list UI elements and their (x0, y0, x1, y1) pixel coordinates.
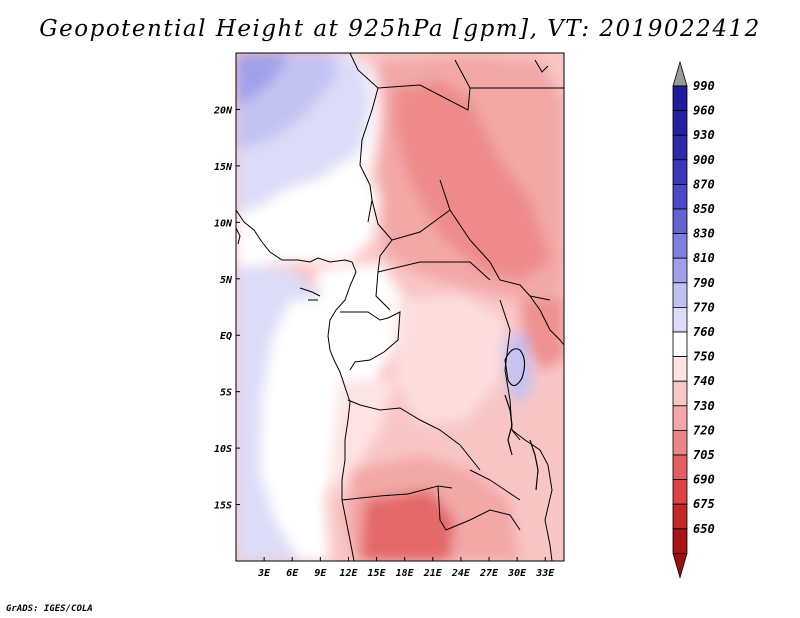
colorbar-label: 810 (693, 251, 715, 265)
colorbar-label: 705 (693, 448, 715, 462)
lon-tick-label: 3E (257, 568, 271, 579)
colorbar-label: 770 (693, 300, 715, 314)
colorbar-label: 990 (693, 79, 715, 93)
colorbar-box (672, 528, 688, 554)
lon-tick-label: 27E (479, 568, 499, 579)
colorbar-box (672, 306, 688, 333)
nile-delta-outline (534, 59, 549, 73)
colorbar: 990 960 930 900 870 850 830 810 790 770 760 750 740 7… (672, 60, 715, 579)
colorbar-label: 790 (693, 276, 715, 290)
colorbar-labels: 990 960 930 900 870 850 830 810 790 770 760 750 740 7… (693, 79, 715, 536)
lat-tick-label: 5N (220, 275, 233, 286)
uganda-kenya-border (529, 295, 564, 346)
bioko-outline (299, 287, 321, 301)
mozambique-border (511, 429, 553, 561)
colorbar-box (672, 110, 688, 136)
colorbar-label: 675 (693, 497, 715, 511)
colorbar-label: 830 (693, 227, 715, 241)
lon-tick-label: 33E (535, 568, 555, 579)
colorbar-label: 690 (693, 473, 715, 487)
chad-sudan-low (395, 80, 550, 280)
northwest-deep-blue (236, 53, 290, 105)
colorbar-label: 850 (693, 202, 715, 216)
lon-tick-label: 15E (368, 568, 387, 579)
colorbar-box (672, 356, 688, 382)
west-coast-fragment (236, 227, 241, 245)
colorbar-box (672, 429, 688, 456)
lon-tick-label: 24E (451, 568, 471, 579)
coastlines-and-borders (236, 53, 564, 561)
colorbar-label: 650 (693, 522, 715, 536)
colorbar-box (672, 503, 688, 530)
angola-namibia-border (341, 485, 453, 501)
colorbar-label: 930 (693, 128, 715, 142)
gulf-white (315, 262, 405, 395)
colorbar-label: 750 (693, 350, 715, 364)
colorbar-label: 720 (693, 423, 715, 437)
colorbar-box (672, 454, 688, 481)
colorbar-bottom-arrow (672, 553, 688, 579)
colorbar-label: 760 (693, 325, 715, 339)
colorbar-label: 740 (693, 374, 715, 388)
african-coastline (236, 209, 357, 561)
lon-tick-label: 18E (396, 568, 415, 579)
niger-mali-border (349, 53, 379, 223)
colorbar-label: 960 (693, 104, 715, 118)
gabon-congo-border (340, 311, 401, 371)
lat-tick-label: 10N (214, 218, 233, 229)
colorbar-box (672, 331, 688, 358)
colorbar-box (672, 183, 688, 210)
east-africa-low (520, 295, 564, 370)
lake-victoria-outline (504, 348, 526, 387)
colorbar-box (672, 134, 688, 161)
colorbar-box (672, 208, 688, 235)
lake-victoria-blue (505, 330, 532, 405)
lat-tick-label: 20N (213, 105, 233, 116)
nigeria-cameroon-border (371, 199, 393, 311)
colorbar-box (672, 405, 688, 431)
zambia-zimbabwe-border (469, 469, 521, 501)
lon-tick-label: 12E (339, 568, 358, 579)
map-title: Geopotential Height at 925hPa [gpm], VT:… (39, 16, 761, 42)
colorbar-box (672, 159, 688, 185)
lon-tick-label: 30E (507, 568, 527, 579)
latitude-axis: 20N 15N 10N 5N EQ 5S 10S 15S (213, 105, 240, 512)
lat-tick-label: 5S (220, 388, 232, 399)
colorbar-boxes (672, 85, 688, 554)
lake-malawi-outline (529, 439, 539, 491)
car-drc-border (377, 261, 491, 281)
chad-car-border (391, 209, 451, 241)
zambia-botswana-border (437, 485, 521, 531)
grads-credit: GrADS: IGES/COLA (6, 604, 93, 614)
kalahari-low (360, 490, 455, 561)
colorbar-box (672, 257, 688, 284)
colorbar-box (672, 380, 688, 407)
east-african-rift-border (499, 299, 521, 441)
coastal-white (260, 300, 348, 561)
map-frame (235, 52, 565, 562)
colorbar-box (672, 479, 688, 505)
lon-tick-label: 21E (423, 568, 443, 579)
colorbar-box (672, 233, 688, 259)
lat-tick-label: 15S (214, 501, 232, 512)
colorbar-box (672, 282, 688, 308)
libya-egypt-border (454, 59, 471, 89)
colorbar-box (672, 85, 688, 112)
colorbar-label: 730 (693, 399, 715, 413)
lat-tick-label: EQ (220, 331, 232, 342)
lon-tick-label: 9E (314, 568, 327, 579)
lat-tick-label: 15N (214, 162, 233, 173)
colorbar-top-arrow (672, 60, 688, 87)
congo-pale (395, 295, 505, 425)
height-field (236, 53, 564, 561)
lake-tanganyika-outline (504, 394, 513, 456)
longitude-axis: 3E 6E 9E 12E 15E 18E 21E 24E 27E 30E 33E (257, 557, 555, 579)
chad-car-sudan-border (439, 179, 551, 301)
drc-angola-border (347, 399, 481, 471)
colorbar-label: 870 (693, 177, 715, 191)
lon-tick-label: 6E (286, 568, 299, 579)
lat-tick-label: 10S (214, 444, 232, 455)
colorbar-label: 900 (693, 153, 715, 167)
